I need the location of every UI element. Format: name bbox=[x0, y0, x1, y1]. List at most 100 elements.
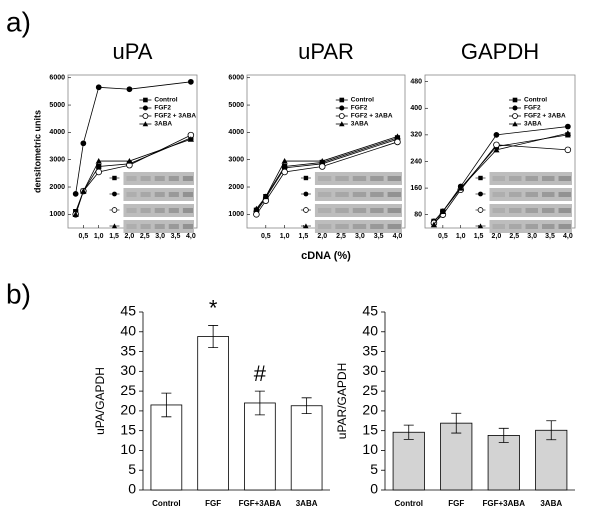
gel-key-marker bbox=[303, 223, 309, 229]
y-tick-label: 3000 bbox=[228, 157, 244, 164]
gel-band bbox=[542, 224, 555, 229]
x-tick-label: FGF+3ABA bbox=[483, 499, 526, 508]
gel-band bbox=[154, 192, 165, 197]
gel-band bbox=[140, 192, 151, 197]
error-bar bbox=[208, 325, 219, 348]
gel-band bbox=[387, 224, 401, 229]
y-tick-label: 320 bbox=[410, 132, 422, 139]
gel-band bbox=[182, 208, 193, 213]
legend-marker bbox=[512, 113, 518, 119]
y-tick-label: 15 bbox=[362, 421, 378, 437]
gel-band bbox=[492, 208, 505, 213]
x-tick-label: 2,5 bbox=[140, 233, 150, 240]
data-point bbox=[394, 138, 401, 146]
data-point bbox=[493, 132, 500, 138]
x-tick-label: 2,0 bbox=[317, 233, 327, 240]
y-tick-label: 400 bbox=[410, 105, 422, 112]
gel-band bbox=[126, 192, 137, 197]
gel-band bbox=[492, 176, 505, 181]
y-tick-label: 0 bbox=[128, 481, 136, 497]
gel-band bbox=[509, 192, 522, 197]
gel-band bbox=[182, 176, 193, 181]
gel-band bbox=[492, 224, 505, 229]
gel-band bbox=[352, 224, 367, 229]
y-tick-label: 25 bbox=[120, 382, 136, 398]
data-point bbox=[262, 193, 269, 200]
gel-band bbox=[509, 176, 522, 181]
error-bar bbox=[498, 427, 509, 443]
legend-marker bbox=[512, 97, 518, 103]
x-tick-label: 1,5 bbox=[109, 233, 119, 240]
gel-key-marker bbox=[112, 175, 117, 181]
data-point bbox=[564, 130, 571, 136]
gel-band bbox=[542, 176, 555, 181]
y-axis-label: uPA/GAPDH bbox=[93, 367, 107, 435]
legend-marker bbox=[142, 121, 149, 127]
gel-band bbox=[154, 176, 165, 181]
y-axis-label: densitometric units bbox=[32, 110, 42, 193]
data-point bbox=[564, 146, 572, 154]
y-tick-label: 40 bbox=[362, 322, 378, 338]
gel-band bbox=[140, 224, 151, 229]
data-point bbox=[187, 78, 194, 85]
gel-band bbox=[126, 208, 137, 213]
y-tick-label: 35 bbox=[120, 342, 136, 358]
data-point bbox=[80, 187, 87, 194]
data-point bbox=[318, 163, 326, 170]
data-point bbox=[95, 168, 102, 176]
x-tick-label: 3ABA bbox=[540, 499, 562, 508]
data-point bbox=[319, 157, 326, 164]
y-tick-label: 45 bbox=[120, 303, 136, 319]
gel-band bbox=[335, 192, 349, 197]
gel-band bbox=[525, 192, 538, 197]
data-point bbox=[95, 84, 102, 91]
data-point bbox=[430, 221, 438, 228]
data-point bbox=[281, 168, 288, 176]
bar bbox=[392, 431, 425, 491]
y-tick-label: 5000 bbox=[228, 102, 244, 109]
gel-band bbox=[168, 224, 179, 229]
error-bar bbox=[161, 392, 172, 418]
legend-label: 3ABA bbox=[351, 121, 369, 128]
legend-label: FGF2 + 3ABA bbox=[524, 113, 566, 120]
gel-key-marker bbox=[111, 207, 118, 213]
gel-band bbox=[370, 176, 384, 181]
y-tick-label: 35 bbox=[362, 342, 378, 358]
bar bbox=[197, 336, 229, 491]
y-tick-label: 5 bbox=[370, 461, 378, 477]
y-tick-label: 5000 bbox=[49, 102, 65, 109]
data-point bbox=[457, 184, 464, 191]
gel-band bbox=[335, 208, 349, 213]
legend-label: Control bbox=[154, 97, 177, 104]
legend-label: 3ABA bbox=[524, 121, 542, 128]
bar bbox=[440, 422, 473, 491]
gel-band bbox=[542, 208, 555, 213]
y-tick-label: 30 bbox=[362, 362, 378, 378]
data-point bbox=[394, 133, 401, 140]
y-tick-label: 160 bbox=[410, 185, 422, 192]
data-point bbox=[281, 157, 288, 164]
gel-key-marker bbox=[303, 191, 309, 197]
y-tick-label: 10 bbox=[362, 441, 378, 457]
gel-band bbox=[542, 192, 555, 197]
data-point bbox=[253, 211, 260, 218]
gel-band bbox=[140, 208, 151, 213]
y-tick-label: 2000 bbox=[228, 184, 244, 191]
gel-band bbox=[126, 224, 137, 229]
gel-band bbox=[387, 208, 401, 213]
x-tick-label: FGF bbox=[205, 499, 221, 508]
y-tick-label: 4000 bbox=[49, 129, 65, 136]
gel-band bbox=[387, 192, 401, 197]
gel-key-marker bbox=[111, 223, 118, 229]
gel-band bbox=[370, 208, 384, 213]
gel-band bbox=[558, 192, 571, 197]
gel-band bbox=[168, 208, 179, 213]
gel-band bbox=[182, 224, 193, 229]
chart-title: uPA bbox=[113, 39, 153, 64]
data-point bbox=[439, 208, 446, 214]
legend-marker bbox=[338, 113, 345, 119]
legend-marker bbox=[512, 121, 518, 127]
gel-band bbox=[525, 208, 538, 213]
x-tick-label: 1,0 bbox=[456, 233, 466, 240]
